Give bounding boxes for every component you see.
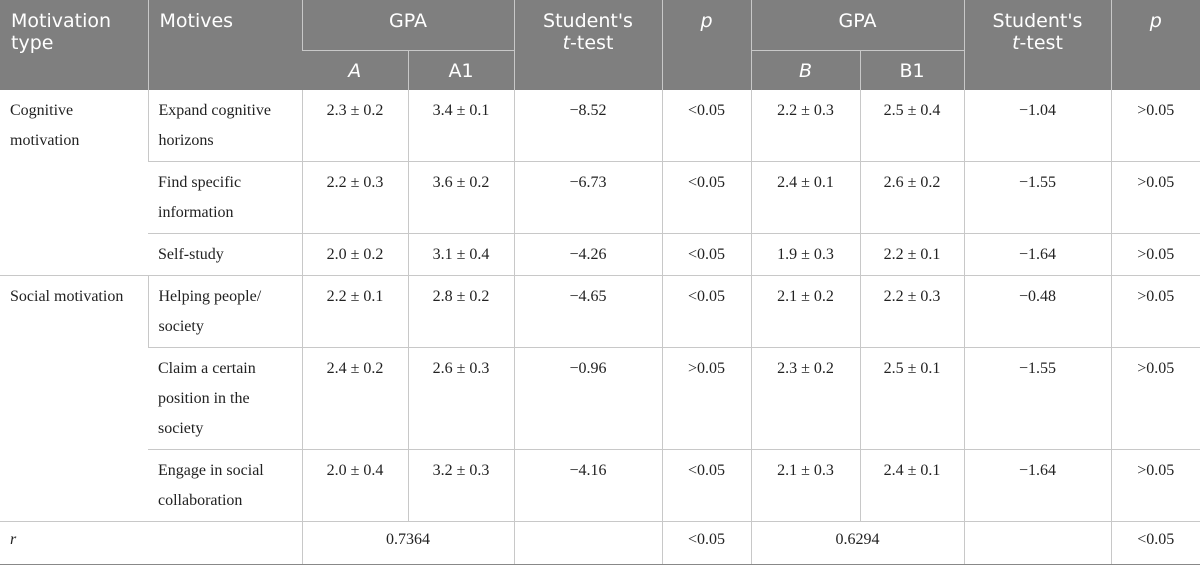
gpa-b1-cell: 2.6 ± 0.2 xyxy=(859,161,964,234)
ttest-1-cell: −8.52 xyxy=(513,90,662,162)
correlation-row: r 0.7364 <0.05 0.6294 <0.05 xyxy=(0,521,1200,565)
gpa-a-cell: 2.2 ± 0.3 xyxy=(301,161,408,234)
gpa-b-cell: 1.9 ± 0.3 xyxy=(750,233,860,276)
ttest-2-cell: −1.04 xyxy=(963,90,1111,162)
motive-cell: Self-study xyxy=(148,233,302,276)
ttest-2-cell: −1.55 xyxy=(963,161,1111,234)
p-2-cell: >0.05 xyxy=(1110,347,1200,450)
ttest-2-cell: −1.64 xyxy=(963,233,1111,276)
header-p-2: p xyxy=(1110,0,1200,90)
gpa-b1-cell: 2.5 ± 0.1 xyxy=(859,347,964,450)
p-1-cell: >0.05 xyxy=(661,347,751,450)
ttest-1-cell: −4.16 xyxy=(513,449,662,522)
p-2-cell: >0.05 xyxy=(1110,161,1200,234)
header-sub-a: A xyxy=(302,50,408,90)
gpa-b1-cell: 2.2 ± 0.1 xyxy=(859,233,964,276)
gpa-b1-cell: 2.5 ± 0.4 xyxy=(859,90,964,162)
ttest-2-cell: −1.55 xyxy=(963,347,1111,450)
gpa-b-cell: 2.3 ± 0.2 xyxy=(750,347,860,450)
header-ttest-2-line1: Student's xyxy=(992,10,1083,32)
gpa-b-cell: 2.2 ± 0.3 xyxy=(750,90,860,162)
gpa-a1-cell: 2.8 ± 0.2 xyxy=(407,275,514,348)
ttest-1-cell: −6.73 xyxy=(513,161,662,234)
correlation-ttest-2 xyxy=(963,521,1111,565)
motive-cell: Engage in social collaboration xyxy=(148,449,302,522)
header-gpa-2: GPA xyxy=(750,0,964,51)
gpa-a1-cell: 2.6 ± 0.3 xyxy=(407,347,514,450)
header-ttest-2: Student's t-test xyxy=(963,0,1111,90)
table-row: Cognitive motivation Expand cognitive ho… xyxy=(0,90,1200,276)
header-ttest-1-line2: t-test xyxy=(562,32,614,54)
correlation-value-1: 0.7364 xyxy=(301,521,514,565)
header-row-2: A A1 B B1 xyxy=(0,50,1200,90)
p-1-cell: <0.05 xyxy=(661,449,751,522)
p-1-cell: <0.05 xyxy=(661,90,751,162)
table-row: Claim a certain position in the society … xyxy=(0,347,1200,450)
gpa-a-cell: 2.4 ± 0.2 xyxy=(301,347,408,450)
gpa-a1-cell: 3.6 ± 0.2 xyxy=(407,161,514,234)
motive-cell: Expand cognitive horizons xyxy=(147,90,302,162)
p-2-cell: >0.05 xyxy=(1110,275,1200,348)
motive-cell: Find specific information xyxy=(148,161,302,234)
correlation-p-2: <0.05 xyxy=(1110,521,1200,565)
table-row: Social motivation Helping people/ societ… xyxy=(0,275,1200,522)
header-row-1: Motivation type Motives GPA Student's t-… xyxy=(0,0,1200,90)
motive-cell: Helping people/ society xyxy=(147,275,302,348)
p-2-cell: >0.05 xyxy=(1110,449,1200,522)
table-row: Self-study 2.0 ± 0.2 3.1 ± 0.4 −4.26 <0.… xyxy=(0,233,1200,276)
header-p-1: p xyxy=(661,0,751,90)
motivation-type-cell: Cognitive motivation xyxy=(0,90,148,276)
table-row: Find specific information 2.2 ± 0.3 3.6 … xyxy=(0,161,1200,234)
header-ttest-2-line2: t-test xyxy=(1012,32,1063,54)
ttest-2-cell: −0.48 xyxy=(963,275,1111,348)
motivation-type-cell: Social motivation xyxy=(0,275,148,522)
p-1-cell: <0.05 xyxy=(661,275,751,348)
gpa-a-cell: 2.2 ± 0.1 xyxy=(301,275,408,348)
header-sub-b: B xyxy=(750,50,860,90)
ttest-2-cell: −1.64 xyxy=(963,449,1111,522)
p-1-cell: <0.05 xyxy=(661,161,751,234)
gpa-b-cell: 2.1 ± 0.3 xyxy=(750,449,860,522)
p-2-cell: >0.05 xyxy=(1110,233,1200,276)
header-ttest-1-line1: Student's xyxy=(543,10,633,32)
p-1-cell: <0.05 xyxy=(661,233,751,276)
correlation-value-2: 0.6294 xyxy=(750,521,964,565)
ttest-1-cell: −4.26 xyxy=(513,233,662,276)
ttest-1-cell: −4.65 xyxy=(513,275,662,348)
header-sub-b1: B1 xyxy=(859,50,964,90)
gpa-a-cell: 2.0 ± 0.2 xyxy=(301,233,408,276)
correlation-ttest-1 xyxy=(513,521,662,565)
p-2-cell: >0.05 xyxy=(1110,90,1200,162)
header-motives: Motives xyxy=(147,0,302,90)
header-gpa-1: GPA xyxy=(301,0,514,51)
gpa-b1-cell: 2.4 ± 0.1 xyxy=(859,449,964,522)
motive-cell: Claim a certain position in the society xyxy=(148,347,302,450)
gpa-a1-cell: 3.1 ± 0.4 xyxy=(407,233,514,276)
gpa-a1-cell: 3.2 ± 0.3 xyxy=(407,449,514,522)
gpa-a1-cell: 3.4 ± 0.1 xyxy=(407,90,514,162)
gpa-b-cell: 2.4 ± 0.1 xyxy=(750,161,860,234)
correlation-p-1: <0.05 xyxy=(661,521,751,565)
header-ttest-1: Student's t-test xyxy=(513,0,662,90)
header-sub-a1: A1 xyxy=(407,50,514,90)
ttest-1-cell: −0.96 xyxy=(513,347,662,450)
gpa-b1-cell: 2.2 ± 0.3 xyxy=(859,275,964,348)
gpa-a-cell: 2.3 ± 0.2 xyxy=(301,90,408,162)
gpa-a-cell: 2.0 ± 0.4 xyxy=(301,449,408,522)
correlation-label: r xyxy=(0,521,302,565)
table-row: Engage in social collaboration 2.0 ± 0.4… xyxy=(0,449,1200,522)
gpa-b-cell: 2.1 ± 0.2 xyxy=(750,275,860,348)
header-motivation-type: Motivation type xyxy=(0,0,148,90)
